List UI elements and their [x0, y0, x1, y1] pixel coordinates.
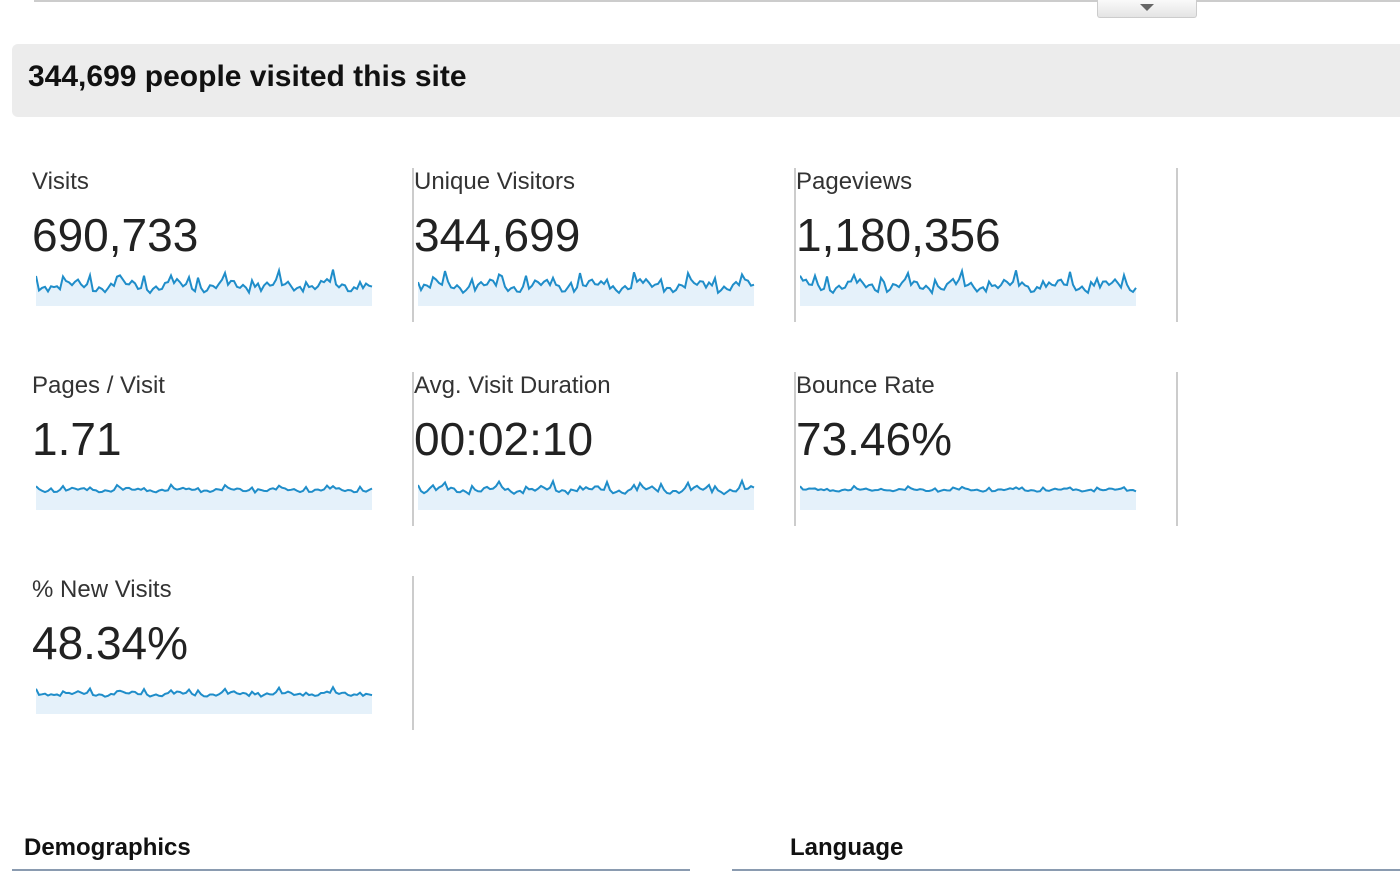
- sparkline: [418, 269, 755, 306]
- separator: [794, 372, 796, 526]
- summary-title: 344,699 people visited this site: [28, 60, 467, 93]
- metric-card: Bounce Rate 73.46%: [796, 372, 1178, 526]
- metric-card: % New Visits 48.34%: [32, 576, 414, 730]
- separator: [1176, 372, 1178, 526]
- metric-label: Pages / Visit: [32, 372, 165, 399]
- section-rule: [12, 869, 690, 871]
- metric-card: Visits 690,733: [32, 168, 414, 322]
- metric-label: % New Visits: [32, 576, 172, 603]
- section-title[interactable]: Demographics: [24, 834, 191, 861]
- separator: [412, 372, 414, 526]
- sparkline: [36, 483, 373, 510]
- sparkline-line: [36, 685, 373, 698]
- metric-label: Pageviews: [796, 168, 913, 195]
- metric-value: 73.46%: [796, 413, 953, 465]
- metric-card: Avg. Visit Duration 00:02:10: [414, 372, 796, 526]
- section-title[interactable]: Language: [790, 834, 904, 861]
- metric-value: 690,733: [32, 209, 199, 261]
- sparkline: [36, 685, 373, 714]
- sparkline-line: [418, 478, 755, 496]
- separator: [412, 576, 414, 730]
- separator: [794, 168, 796, 322]
- summary-banner: [12, 44, 1400, 117]
- metric-value: 00:02:10: [414, 413, 594, 465]
- sparkline-area: [800, 270, 1136, 306]
- sparkline-line: [36, 266, 373, 296]
- sparkline-line: [800, 267, 1137, 296]
- metric-label: Visits: [32, 168, 89, 195]
- sparkline-line: [418, 269, 755, 295]
- sparkline: [800, 267, 1137, 306]
- dropdown-tab[interactable]: [1097, 0, 1197, 18]
- metric-value: 344,699: [414, 209, 581, 261]
- sparkline: [36, 266, 373, 306]
- metric-value: 1,180,356: [796, 209, 1001, 261]
- separator: [412, 168, 414, 322]
- metric-value: 1.71: [32, 413, 122, 465]
- sparkline: [418, 478, 755, 510]
- sparkline-area: [36, 269, 372, 306]
- metric-card: Pages / Visit 1.71: [32, 372, 414, 526]
- section-rule: [732, 869, 1400, 871]
- metric-value: 48.34%: [32, 617, 189, 669]
- metric-label: Bounce Rate: [796, 372, 935, 399]
- sparkline-area: [800, 486, 1136, 510]
- top-border: [34, 0, 1400, 2]
- metric-label: Unique Visitors: [414, 168, 575, 195]
- sparkline-area: [36, 687, 372, 714]
- metric-label: Avg. Visit Duration: [414, 372, 611, 399]
- sparkline-area: [418, 480, 754, 510]
- metric-card: Pageviews 1,180,356: [796, 168, 1178, 322]
- dropdown-arrow: [1140, 4, 1154, 11]
- sparkline-line: [800, 484, 1137, 493]
- separator: [1176, 168, 1178, 322]
- sparkline-line: [36, 483, 373, 495]
- metric-card: Unique Visitors 344,699: [414, 168, 796, 322]
- sparkline: [800, 484, 1137, 510]
